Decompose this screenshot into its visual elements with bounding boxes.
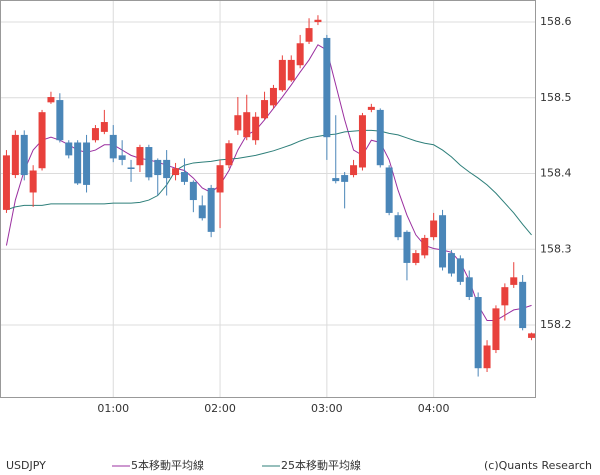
- candle-body: [412, 253, 420, 263]
- candle-body: [127, 167, 135, 169]
- candle-body: [20, 134, 28, 176]
- candle-body: [358, 115, 366, 168]
- candles: [2, 15, 536, 377]
- x-tick-label: 02:00: [204, 402, 236, 415]
- candle-body: [421, 237, 429, 256]
- candle-body: [501, 287, 509, 306]
- x-tick-label: 04:00: [418, 402, 450, 415]
- candle-body: [38, 112, 46, 169]
- candle-body: [47, 97, 55, 103]
- candle-body: [163, 159, 171, 179]
- candle-body: [189, 181, 197, 201]
- candle-body: [492, 308, 500, 351]
- candle-body: [91, 128, 99, 141]
- candle-body: [198, 205, 206, 219]
- candle-body: [305, 28, 313, 42]
- candle-body: [172, 168, 180, 176]
- candle-body: [456, 258, 464, 282]
- candle-body: [287, 59, 295, 81]
- candle-body: [136, 147, 144, 166]
- candle-body: [385, 167, 393, 213]
- credit: (c)Quants Research: [484, 459, 592, 472]
- x-tick-label: 01:00: [97, 402, 129, 415]
- candle-body: [145, 147, 153, 178]
- candle-body: [100, 122, 108, 132]
- candle-body: [394, 215, 402, 238]
- candle-body: [341, 175, 349, 182]
- ma-line: [6, 129, 532, 236]
- candle-body: [261, 100, 269, 119]
- candle-body: [252, 116, 260, 141]
- candle-body: [269, 87, 277, 106]
- y-tick-label: 158.6: [540, 15, 572, 28]
- legend: 5本移動平均線 25本移動平均線: [112, 458, 361, 472]
- candle-body: [243, 112, 251, 138]
- candle-body: [83, 142, 91, 185]
- candle-body: [118, 155, 126, 160]
- candle-body: [439, 215, 447, 268]
- y-tick-label: 158.2: [540, 318, 572, 331]
- candle-body: [11, 134, 19, 176]
- candle-body: [519, 281, 527, 329]
- candle-body: [510, 277, 518, 285]
- candle-body: [2, 155, 10, 210]
- symbol: USDJPY: [6, 459, 46, 472]
- candle-body: [296, 43, 304, 66]
- candle-body: [74, 142, 82, 184]
- candle-body: [367, 106, 375, 110]
- candle-body: [56, 100, 64, 141]
- candle-body: [225, 143, 233, 166]
- candle-body: [474, 297, 482, 369]
- y-tick-label: 158.5: [540, 91, 572, 104]
- candle-body: [323, 37, 331, 138]
- candle-body: [207, 187, 215, 232]
- axis-labels: 158.2 158.3 158.4 158.5 158.6 01:00 02:00 03:00…: [97, 15, 571, 415]
- candle-body: [278, 59, 286, 91]
- candle-body: [234, 115, 242, 131]
- candle-body: [332, 178, 340, 182]
- candle-body: [314, 19, 322, 23]
- candle-body: [447, 253, 455, 274]
- legend-label: 5本移動平均線: [131, 458, 204, 472]
- candle-body: [483, 345, 491, 369]
- candle-body: [29, 170, 37, 193]
- candle-body: [216, 165, 224, 193]
- candle-body: [376, 109, 384, 166]
- candle-body: [430, 220, 438, 238]
- x-tick-label: 03:00: [311, 402, 343, 415]
- candle-body: [528, 333, 536, 338]
- plot-frame: [0, 0, 536, 398]
- legend-label: 25本移動平均線: [281, 458, 361, 472]
- candle-body: [65, 142, 73, 156]
- candle-body: [465, 277, 473, 298]
- candle-body: [350, 165, 358, 176]
- candle-body: [154, 159, 162, 176]
- y-tick-label: 158.3: [540, 242, 572, 255]
- candle-body: [180, 172, 188, 182]
- y-tick-label: 158.4: [540, 167, 572, 180]
- candle-body: [109, 134, 117, 159]
- candle-body: [403, 231, 411, 263]
